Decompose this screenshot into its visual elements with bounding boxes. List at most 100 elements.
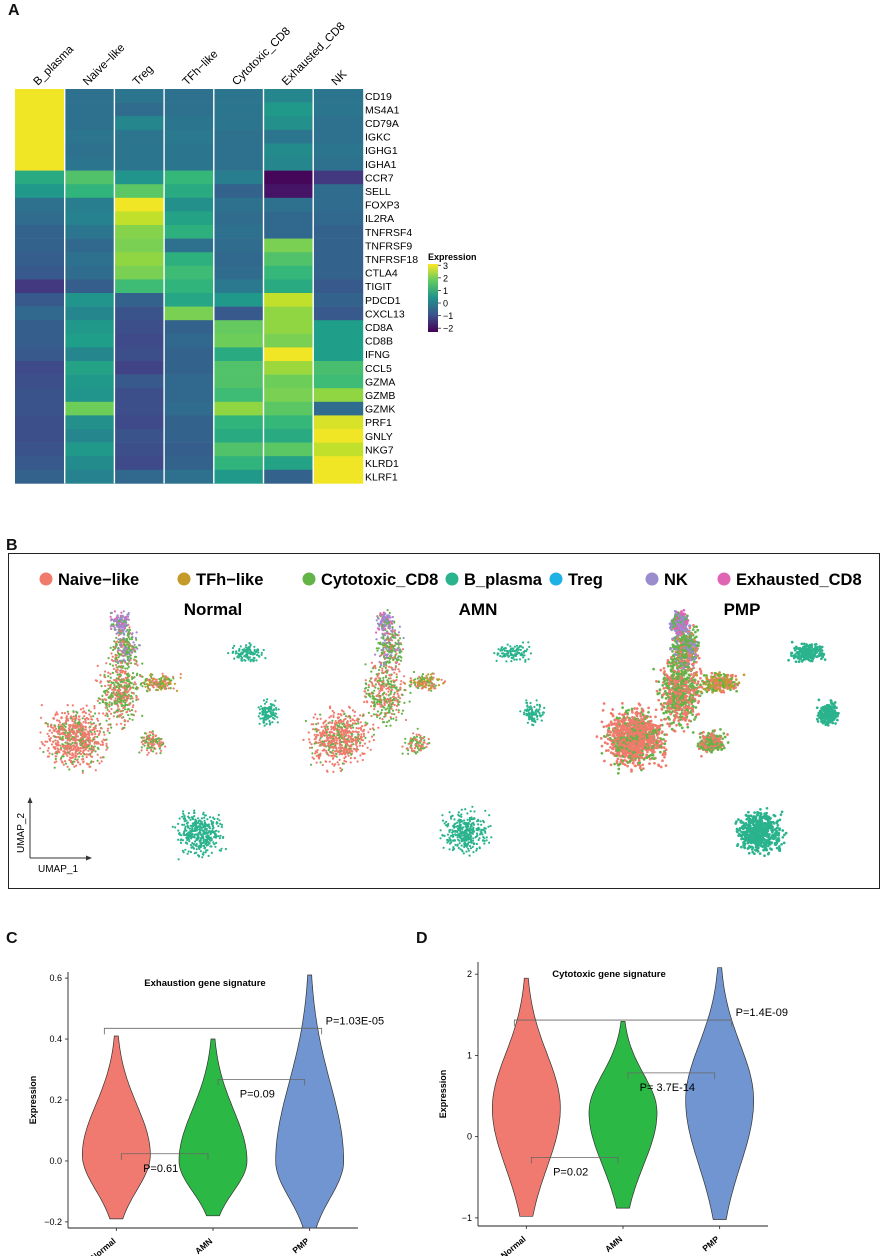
heatmap-cell-tigit-0 bbox=[15, 279, 65, 294]
heatmap-cell-ccr7-6 bbox=[313, 170, 364, 185]
p-value-label: P=1.03E-05 bbox=[326, 1015, 384, 1027]
heatmap-cell-gzma-6 bbox=[313, 374, 364, 389]
heatmap-gene-label: CCL5 bbox=[365, 363, 392, 375]
heatmap-cell-tnfrsf18-5 bbox=[263, 252, 314, 267]
umap-cluster bbox=[227, 642, 267, 663]
heatmap-cell-sell-2 bbox=[114, 184, 165, 199]
heatmap-gene-label: CD19 bbox=[365, 91, 392, 103]
heatmap-cell-nkg7-5 bbox=[263, 442, 314, 457]
heatmap-cell-ifng-6 bbox=[313, 347, 364, 362]
heatmap-figure: B_plasma Naive−like Treg TFh−like Cytotoxic_… bbox=[15, 20, 477, 484]
heatmap-cell-tnfrsf18-2 bbox=[114, 252, 165, 267]
heatmap-cell-ifng-5 bbox=[263, 347, 314, 362]
umap-cluster bbox=[734, 806, 788, 858]
heatmap-cell-klrf1-2 bbox=[114, 469, 165, 484]
heatmap-cell-foxp3-4 bbox=[213, 197, 264, 212]
heatmap-cell-sell-3 bbox=[164, 184, 215, 199]
heatmap-cell-nkg7-0 bbox=[15, 442, 65, 457]
heatmap-cell-igkc-6 bbox=[313, 129, 364, 144]
heatmap-gene-label: CCR7 bbox=[365, 172, 394, 184]
umap-legend-label: Naive−like bbox=[58, 571, 139, 589]
heatmap-cell-ccl5-3 bbox=[164, 361, 215, 375]
y-tick-label: 2 bbox=[467, 969, 472, 979]
heatmap-cell-prf1-2 bbox=[114, 415, 165, 430]
heatmap-cell-tnfrsf9-0 bbox=[15, 238, 65, 253]
umap-cluster bbox=[39, 704, 112, 774]
heatmap-cell-klrf1-5 bbox=[263, 469, 314, 484]
heatmap-cell-prf1-3 bbox=[164, 415, 215, 430]
umap-cluster bbox=[138, 730, 167, 756]
x-tick-label: AMN bbox=[603, 1234, 624, 1254]
y-tick-label: −0.2 bbox=[44, 1217, 62, 1227]
heatmap-cell-cd8b-5 bbox=[263, 333, 314, 348]
y-tick-label: 0.2 bbox=[49, 1095, 62, 1105]
heatmap-cell-tnfrsf9-4 bbox=[213, 238, 264, 253]
heatmap-cell-tigit-1 bbox=[64, 279, 115, 294]
umap-legend: Naive−like TFh−like Cytotoxic_CD8 B_plasma T… bbox=[39, 571, 862, 589]
heatmap-cell-klrf1-0 bbox=[15, 469, 65, 484]
heatmap-cell-cxcl13-2 bbox=[114, 306, 165, 321]
heatmap-cell-gnly-4 bbox=[213, 429, 264, 443]
umap-cluster bbox=[257, 698, 280, 727]
heatmap-cell-gzmb-3 bbox=[164, 388, 215, 403]
comparison-bracket bbox=[627, 1072, 716, 1079]
heatmap-colorbar bbox=[428, 264, 438, 332]
heatmap-cell-ighg1-5 bbox=[263, 143, 314, 158]
umap-cluster bbox=[401, 727, 431, 755]
heatmap-cell-ms4a1-6 bbox=[313, 102, 364, 117]
heatmap-cell-il2ra-0 bbox=[15, 211, 65, 226]
heatmap-cell-gzmb-5 bbox=[263, 388, 314, 403]
heatmap-cell-tnfrsf4-1 bbox=[64, 225, 115, 239]
heatmap-gene-label: KLRF1 bbox=[365, 472, 398, 484]
heatmap-cell-gzmk-3 bbox=[164, 401, 215, 416]
heatmap-cell-igkc-5 bbox=[263, 129, 314, 144]
heatmap-cell-cd8b-4 bbox=[213, 333, 264, 348]
heatmap-legend-tick: −1 bbox=[443, 311, 453, 321]
heatmap-cell-tnfrsf4-0 bbox=[15, 225, 65, 239]
heatmap-cell-cd8b-1 bbox=[64, 333, 115, 348]
heatmap-cell-gzmb-2 bbox=[114, 388, 165, 403]
violin-amn bbox=[178, 1038, 248, 1217]
heatmap-cell-tnfrsf9-1 bbox=[64, 238, 115, 253]
heatmap-cell-klrd1-4 bbox=[213, 456, 264, 471]
heatmap-cell-tnfrsf9-2 bbox=[114, 238, 165, 253]
heatmap-cell-ifng-2 bbox=[114, 347, 165, 362]
heatmap-gene-label: TIGIT bbox=[365, 281, 392, 293]
heatmap-cell-igha1-5 bbox=[263, 157, 314, 171]
umap-legend-label: Cytotoxic_CD8 bbox=[321, 571, 438, 589]
heatmap-column-labels: B_plasma Naive−like Treg TFh−like Cytotoxic_… bbox=[31, 20, 349, 88]
umap-legend-swatch bbox=[302, 572, 316, 586]
heatmap-cell-tnfrsf18-3 bbox=[164, 252, 215, 267]
heatmap-cell-klrf1-4 bbox=[213, 469, 264, 484]
heatmap-cell-gzmb-1 bbox=[64, 388, 115, 403]
heatmap-cell-il2ra-5 bbox=[263, 211, 314, 226]
comparison-bracket bbox=[217, 1079, 306, 1086]
violin-amn bbox=[588, 1020, 658, 1209]
heatmap-cell-cd19-4 bbox=[213, 89, 264, 103]
comparison-bracket bbox=[530, 1156, 619, 1164]
umap-legend-swatch bbox=[177, 572, 191, 586]
heatmap-legend-tick: −2 bbox=[443, 324, 453, 334]
heatmap-cell-klrf1-3 bbox=[164, 469, 215, 484]
heatmap-cell-igha1-2 bbox=[114, 157, 165, 171]
heatmap-cell-ighg1-0 bbox=[15, 143, 65, 158]
heatmap-cell-cd8a-0 bbox=[15, 320, 65, 335]
heatmap-cell-foxp3-6 bbox=[313, 197, 364, 212]
heatmap-cell-tigit-3 bbox=[164, 279, 215, 294]
heatmap-cell-cd19-0 bbox=[15, 89, 65, 103]
x-tick-label: PMP bbox=[290, 1236, 311, 1256]
heatmap-cell-il2ra-1 bbox=[64, 211, 115, 226]
heatmap-cell-igha1-4 bbox=[213, 157, 264, 171]
heatmap-column-label: B_plasma bbox=[31, 43, 76, 88]
heatmap-cell-ctla4-1 bbox=[64, 265, 115, 280]
heatmap-cell-ccr7-0 bbox=[15, 170, 65, 185]
heatmap-cell-gnly-6 bbox=[313, 429, 364, 443]
y-axis-label: Expression bbox=[438, 1070, 448, 1119]
heatmap-cell-ighg1-2 bbox=[114, 143, 165, 158]
y-tick-label: 1 bbox=[467, 1050, 472, 1060]
heatmap-legend-tick: 1 bbox=[443, 286, 448, 296]
heatmap-cell-cd79a-6 bbox=[313, 116, 364, 131]
heatmap-cell-klrd1-0 bbox=[15, 456, 65, 471]
heatmap-cell-ighg1-1 bbox=[64, 143, 115, 158]
heatmap-gene-label: TNFRSF18 bbox=[365, 254, 418, 266]
